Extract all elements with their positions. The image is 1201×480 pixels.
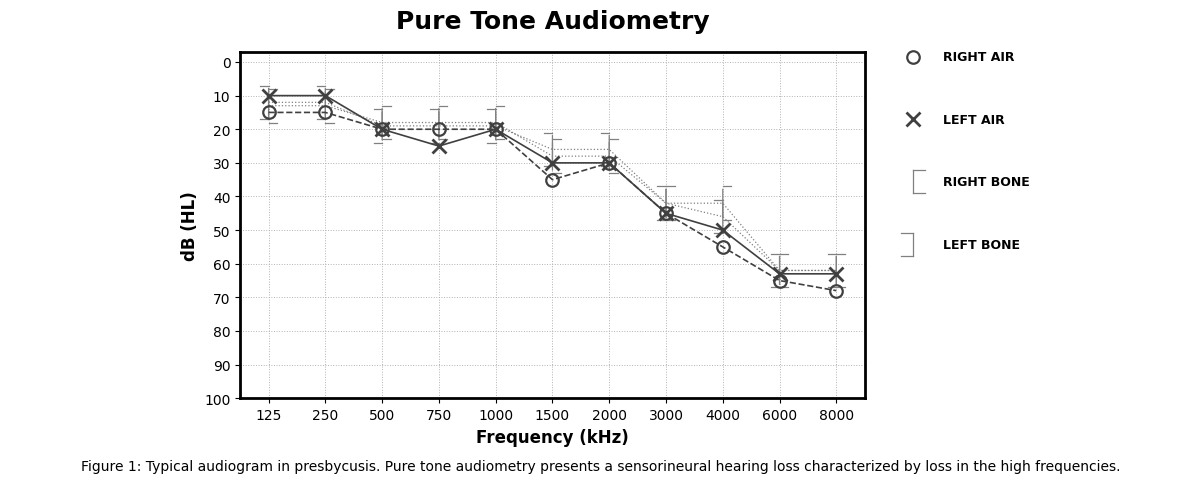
Y-axis label: dB (HL): dB (HL): [180, 191, 198, 261]
X-axis label: Frequency (kHz): Frequency (kHz): [476, 428, 629, 445]
Text: LEFT AIR: LEFT AIR: [943, 113, 1004, 127]
Text: Pure Tone Audiometry: Pure Tone Audiometry: [395, 10, 710, 34]
Text: RIGHT AIR: RIGHT AIR: [943, 51, 1015, 64]
Text: RIGHT BONE: RIGHT BONE: [943, 176, 1029, 189]
Text: LEFT BONE: LEFT BONE: [943, 238, 1020, 252]
Text: Figure 1: Typical audiogram in presbycusis. Pure tone audiometry presents a sens: Figure 1: Typical audiogram in presbycus…: [80, 459, 1121, 473]
